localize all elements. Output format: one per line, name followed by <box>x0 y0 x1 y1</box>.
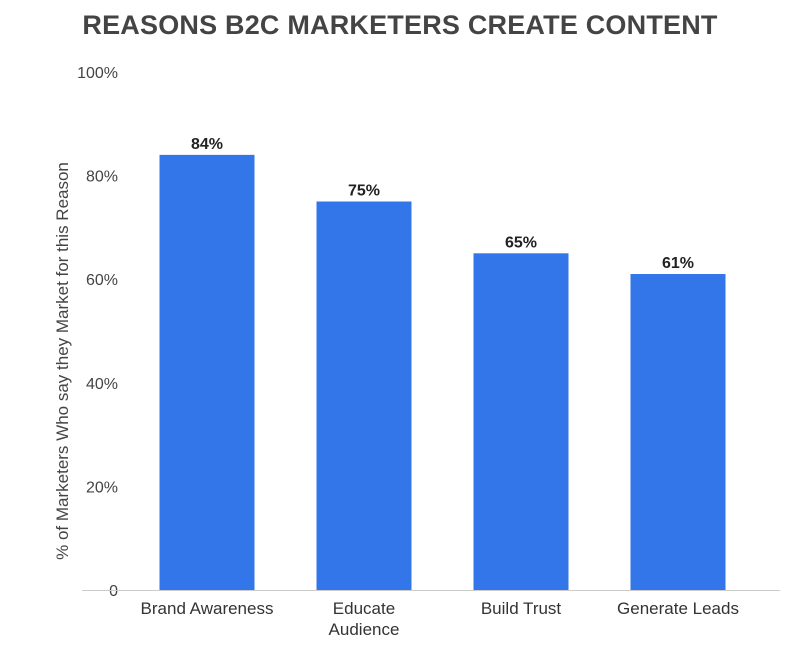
y-tick-label: 100% <box>77 65 118 82</box>
data-label: 65% <box>505 234 537 251</box>
x-axis-categories: Brand Awareness Educate Audience Build Trus… <box>141 599 739 639</box>
bar-brand-awareness <box>159 154 255 590</box>
y-axis-title: % of Marketers Who say they Market for t… <box>53 162 72 560</box>
y-tick-label: 0 <box>109 583 118 600</box>
y-tick-label: 20% <box>86 479 118 496</box>
x-category-label-line: Audience <box>329 620 400 639</box>
x-category-label: Educate Audience <box>329 599 400 639</box>
data-label: 84% <box>191 136 223 153</box>
chart-title: REASONS B2C MARKETERS CREATE CONTENT <box>82 10 718 40</box>
bar-educate-audience <box>316 201 412 590</box>
x-category-label-line: Brand Awareness <box>141 599 274 618</box>
y-axis-ticks: 0 20% 40% 60% 80% 100% <box>77 65 118 600</box>
bar-generate-leads <box>630 274 726 590</box>
y-tick-label: 60% <box>86 272 118 289</box>
x-category-label-line: Build Trust <box>481 599 562 618</box>
y-tick-label: 40% <box>86 376 118 393</box>
x-category-label: Build Trust <box>481 599 562 618</box>
y-tick-label: 80% <box>86 169 118 186</box>
bars: 84% 75% 65% 61% <box>159 136 726 591</box>
x-category-label: Brand Awareness <box>141 599 274 618</box>
x-category-label-line: Generate Leads <box>617 599 739 618</box>
data-label: 61% <box>662 255 694 272</box>
bar-build-trust <box>473 253 569 591</box>
x-category-label: Generate Leads <box>617 599 739 618</box>
x-category-label-line: Educate <box>333 599 395 618</box>
data-label: 75% <box>348 183 380 200</box>
